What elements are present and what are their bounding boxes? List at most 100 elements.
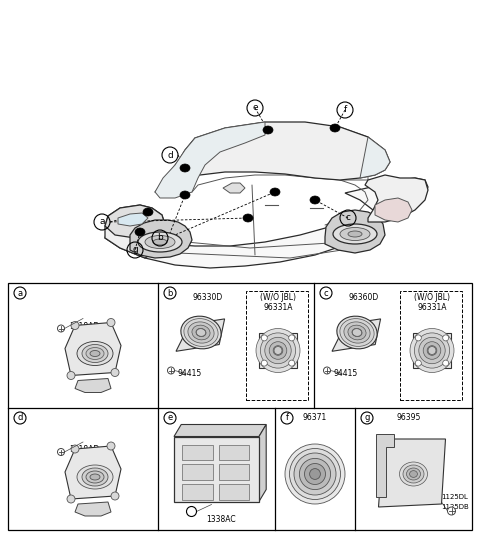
Circle shape bbox=[419, 337, 445, 364]
Ellipse shape bbox=[180, 191, 190, 199]
Text: 1338AC: 1338AC bbox=[206, 515, 236, 524]
FancyBboxPatch shape bbox=[259, 333, 297, 368]
Ellipse shape bbox=[143, 208, 153, 216]
Ellipse shape bbox=[82, 468, 108, 486]
Polygon shape bbox=[174, 425, 266, 436]
Polygon shape bbox=[375, 198, 412, 222]
Circle shape bbox=[265, 337, 291, 364]
Text: a: a bbox=[17, 288, 23, 297]
Polygon shape bbox=[118, 213, 148, 226]
Circle shape bbox=[410, 328, 454, 373]
Text: (W/O JBL): (W/O JBL) bbox=[260, 293, 296, 302]
Text: d: d bbox=[167, 151, 173, 160]
Circle shape bbox=[260, 333, 296, 368]
Polygon shape bbox=[105, 205, 165, 258]
Ellipse shape bbox=[403, 465, 424, 483]
Circle shape bbox=[261, 360, 267, 366]
Circle shape bbox=[107, 318, 115, 326]
Ellipse shape bbox=[135, 228, 145, 236]
Ellipse shape bbox=[77, 465, 113, 489]
Ellipse shape bbox=[333, 224, 377, 244]
Circle shape bbox=[443, 335, 449, 341]
Text: b: b bbox=[157, 233, 163, 242]
Text: 96371: 96371 bbox=[303, 413, 327, 422]
Ellipse shape bbox=[86, 348, 104, 359]
FancyBboxPatch shape bbox=[182, 484, 213, 499]
Circle shape bbox=[415, 360, 421, 366]
Ellipse shape bbox=[407, 468, 420, 480]
FancyBboxPatch shape bbox=[413, 333, 451, 368]
FancyBboxPatch shape bbox=[218, 464, 249, 480]
Text: 94415: 94415 bbox=[177, 369, 201, 378]
Ellipse shape bbox=[330, 124, 340, 132]
Polygon shape bbox=[65, 446, 121, 499]
Ellipse shape bbox=[348, 231, 362, 237]
Polygon shape bbox=[105, 205, 165, 238]
Ellipse shape bbox=[184, 319, 218, 347]
Text: 96395: 96395 bbox=[396, 413, 420, 422]
Ellipse shape bbox=[352, 329, 362, 336]
Polygon shape bbox=[365, 175, 428, 222]
Ellipse shape bbox=[86, 471, 104, 483]
Circle shape bbox=[294, 453, 336, 495]
FancyBboxPatch shape bbox=[218, 484, 249, 499]
Circle shape bbox=[187, 507, 196, 516]
Ellipse shape bbox=[192, 325, 210, 340]
Polygon shape bbox=[375, 434, 394, 497]
Circle shape bbox=[300, 458, 331, 490]
Ellipse shape bbox=[399, 462, 428, 486]
Circle shape bbox=[288, 335, 295, 341]
Text: 96363D: 96363D bbox=[79, 338, 109, 347]
Circle shape bbox=[58, 449, 64, 456]
Ellipse shape bbox=[340, 319, 374, 347]
Text: 94415: 94415 bbox=[333, 369, 357, 378]
Polygon shape bbox=[105, 178, 428, 268]
Circle shape bbox=[71, 321, 79, 329]
Circle shape bbox=[269, 342, 287, 359]
Polygon shape bbox=[65, 323, 121, 375]
Text: (W/O JBL): (W/O JBL) bbox=[414, 293, 450, 302]
Text: 96360D: 96360D bbox=[349, 294, 379, 302]
Text: f: f bbox=[343, 106, 347, 114]
Polygon shape bbox=[130, 220, 192, 258]
Text: 1018AD: 1018AD bbox=[69, 322, 99, 331]
FancyBboxPatch shape bbox=[182, 464, 213, 480]
Text: a: a bbox=[99, 217, 105, 226]
Polygon shape bbox=[332, 319, 381, 351]
Circle shape bbox=[107, 442, 115, 450]
Ellipse shape bbox=[90, 474, 100, 480]
Circle shape bbox=[273, 345, 283, 355]
Text: 1125DL: 1125DL bbox=[442, 494, 468, 500]
Circle shape bbox=[67, 495, 75, 503]
Ellipse shape bbox=[77, 342, 113, 365]
Ellipse shape bbox=[196, 328, 206, 336]
Circle shape bbox=[414, 333, 450, 368]
Polygon shape bbox=[223, 183, 245, 193]
Ellipse shape bbox=[138, 232, 182, 252]
Ellipse shape bbox=[188, 322, 214, 343]
Circle shape bbox=[288, 360, 295, 366]
Circle shape bbox=[261, 335, 267, 341]
Polygon shape bbox=[325, 210, 385, 253]
Circle shape bbox=[324, 367, 331, 374]
Circle shape bbox=[415, 335, 421, 341]
Text: g: g bbox=[132, 246, 138, 255]
Text: f: f bbox=[286, 413, 288, 422]
Polygon shape bbox=[176, 319, 225, 351]
Polygon shape bbox=[172, 122, 390, 182]
Text: e: e bbox=[168, 413, 173, 422]
Polygon shape bbox=[155, 122, 265, 198]
Ellipse shape bbox=[90, 350, 100, 357]
Circle shape bbox=[168, 367, 175, 374]
Circle shape bbox=[304, 464, 325, 484]
FancyBboxPatch shape bbox=[218, 444, 249, 460]
Circle shape bbox=[71, 445, 79, 453]
Polygon shape bbox=[360, 137, 390, 178]
Ellipse shape bbox=[337, 316, 377, 349]
Text: c: c bbox=[324, 288, 328, 297]
Text: 96330D: 96330D bbox=[193, 294, 223, 302]
Circle shape bbox=[58, 325, 64, 332]
Polygon shape bbox=[379, 439, 445, 507]
Ellipse shape bbox=[153, 239, 167, 245]
Text: 96331A: 96331A bbox=[263, 302, 293, 311]
